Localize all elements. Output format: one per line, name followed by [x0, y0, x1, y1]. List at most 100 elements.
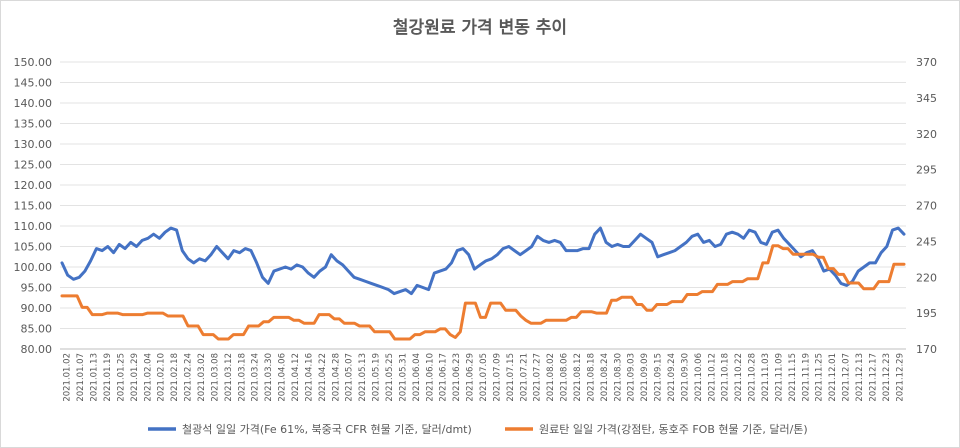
legend-label: 철광석 일일 가격(Fe 61%, 북중국 CFR 현물 기준, 달러/dmt) — [182, 422, 472, 436]
x-tick-label: 2021.05.31 — [398, 353, 408, 402]
x-tick-label: 2021.07.09 — [492, 353, 502, 402]
y-right-tick-label: 245 — [916, 235, 937, 248]
x-tick-label: 2021.09.24 — [667, 353, 677, 402]
x-tick-label: 2021.10.22 — [734, 353, 744, 402]
x-tick-label: 2021.07.21 — [519, 353, 529, 402]
y-right-tick-label: 270 — [916, 200, 937, 213]
x-tick-label: 2021.02.18 — [170, 353, 180, 402]
grid-lines — [60, 61, 906, 350]
x-tick-label: 2021.10.12 — [707, 353, 717, 402]
x-tick-label: 2021.03.30 — [264, 353, 274, 402]
x-tick-label: 2021.04.12 — [291, 353, 301, 402]
y-right-tick-label: 370 — [916, 56, 937, 69]
x-tick-label: 2021.05.19 — [372, 353, 382, 402]
x-tick-label: 2021.11.03 — [761, 353, 771, 402]
x-tick-label: 2021.01.29 — [130, 353, 140, 402]
x-tick-label: 2021.12.29 — [895, 353, 905, 402]
x-tick-label: 2021.12.17 — [868, 353, 878, 402]
x-tick-label: 2021.07.05 — [479, 353, 489, 402]
x-tick-label: 2021.07.27 — [533, 353, 543, 402]
y-axis-left: 80.00 85.00 90.00 95.00 100.00 105.00 110.00 11… — [14, 56, 53, 356]
y-right-tick-label: 320 — [916, 128, 937, 141]
x-tick-label: 2021.03.18 — [237, 353, 247, 402]
y-left-tick-label: 130.00 — [14, 138, 53, 151]
y-left-tick-label: 125.00 — [14, 159, 53, 172]
x-tick-label: 2021.01.25 — [116, 353, 126, 402]
x-tick-label: 2021.08.02 — [546, 353, 556, 402]
x-tick-label: 2021.02.10 — [157, 353, 167, 402]
x-tick-label: 2021.04.22 — [318, 353, 328, 402]
x-tick-label: 2021.12.01 — [828, 353, 838, 402]
x-tick-label: 2021.11.09 — [774, 353, 784, 402]
x-tick-label: 2021.12.23 — [882, 353, 892, 402]
y-left-tick-label: 100.00 — [14, 261, 53, 274]
x-tick-label: 2021.08.30 — [613, 353, 623, 402]
x-tick-label: 2021.08.06 — [560, 353, 570, 402]
x-tick-label: 2021.06.10 — [425, 353, 435, 402]
x-tick-label: 2021.11.19 — [801, 353, 811, 402]
y-left-tick-label: 95.00 — [21, 282, 53, 295]
x-tick-label: 2021.07.15 — [506, 353, 516, 402]
y-left-tick-label: 115.00 — [14, 200, 53, 213]
x-tick-label: 2021.08.18 — [586, 353, 596, 402]
x-tick-label: 2021.11.25 — [815, 353, 825, 402]
x-tick-label: 2021.12.13 — [855, 353, 865, 402]
y-left-tick-label: 120.00 — [14, 179, 53, 192]
x-tick-label: 2021.04.28 — [331, 353, 341, 402]
x-tick-label: 2021.08.24 — [600, 353, 610, 402]
y-axis-right: 170 195 220 245 270 295 320 345 370 — [916, 56, 937, 356]
x-tick-label: 2021.10.06 — [694, 353, 704, 402]
x-tick-label: 2021.09.30 — [680, 353, 690, 402]
x-tick-label: 2021.12.07 — [842, 353, 852, 402]
y-left-tick-label: 110.00 — [14, 220, 53, 233]
x-tick-label: 2021.09.09 — [640, 353, 650, 402]
x-tick-label: 2021.10.18 — [721, 353, 731, 402]
x-tick-label: 2021.06.29 — [466, 353, 476, 402]
y-left-tick-label: 135.00 — [14, 118, 53, 131]
y-left-tick-label: 105.00 — [14, 241, 53, 254]
x-tick-label: 2021.02.24 — [184, 353, 194, 402]
x-tick-label: 2021.04.06 — [278, 353, 288, 402]
x-tick-label: 2021.06.17 — [439, 353, 449, 402]
x-tick-label: 2021.05.07 — [345, 353, 355, 402]
y-left-tick-label: 80.00 — [21, 343, 53, 356]
series-line-iron-ore — [60, 226, 906, 296]
y-right-tick-label: 345 — [916, 92, 937, 105]
x-tick-label: 2021.10.28 — [748, 353, 758, 402]
x-tick-label: 2021.03.24 — [251, 353, 261, 402]
x-tick-label: 2021.04.16 — [304, 353, 314, 402]
legend: 철광석 일일 가격(Fe 61%, 북중국 CFR 현물 기준, 달러/dmt)… — [148, 422, 808, 436]
x-tick-label: 2021.03.08 — [210, 353, 220, 402]
x-tick-label: 2021.05.13 — [358, 353, 368, 402]
x-tick-label: 2021.09.15 — [654, 353, 664, 402]
x-tick-label: 2021.02.04 — [143, 353, 153, 402]
x-tick-label: 2021.05.25 — [385, 353, 395, 402]
y-right-tick-label: 195 — [916, 307, 937, 320]
y-left-tick-label: 150.00 — [14, 56, 53, 69]
x-tick-label: 2021.01.02 — [63, 353, 73, 402]
legend-label: 원료탄 일일 가격(강점탄, 동호주 FOB 현물 기준, 달러/톤) — [539, 422, 808, 436]
series-line-coking-coal — [60, 244, 906, 341]
x-axis: 2021.01.02 2021.01.07 2021.01.13 2021.01.19… — [60, 348, 906, 402]
x-tick-label: 2021.08.12 — [573, 353, 583, 402]
x-tick-label: 2021.01.07 — [76, 353, 86, 402]
y-left-tick-label: 140.00 — [14, 97, 53, 110]
x-tick-label: 2021.06.23 — [452, 353, 462, 402]
x-tick-label: 2021.11.15 — [788, 353, 798, 402]
y-right-tick-label: 295 — [916, 164, 937, 177]
y-right-tick-label: 220 — [916, 271, 937, 284]
y-right-tick-label: 170 — [916, 343, 937, 356]
y-left-tick-label: 85.00 — [21, 323, 53, 336]
x-tick-label: 2021.01.19 — [103, 353, 113, 402]
x-tick-label: 2021.06.04 — [412, 353, 422, 402]
x-tick-label: 2021.03.02 — [197, 353, 207, 402]
x-tick-label: 2021.09.03 — [627, 353, 637, 402]
chart-title: 철강원료 가격 변동 추이 — [393, 18, 567, 38]
y-left-tick-label: 90.00 — [21, 302, 53, 315]
y-left-tick-label: 145.00 — [14, 77, 53, 90]
x-tick-label: 2021.03.12 — [224, 353, 234, 402]
x-tick-label: 2021.01.13 — [90, 353, 100, 402]
series-lines — [60, 226, 906, 341]
